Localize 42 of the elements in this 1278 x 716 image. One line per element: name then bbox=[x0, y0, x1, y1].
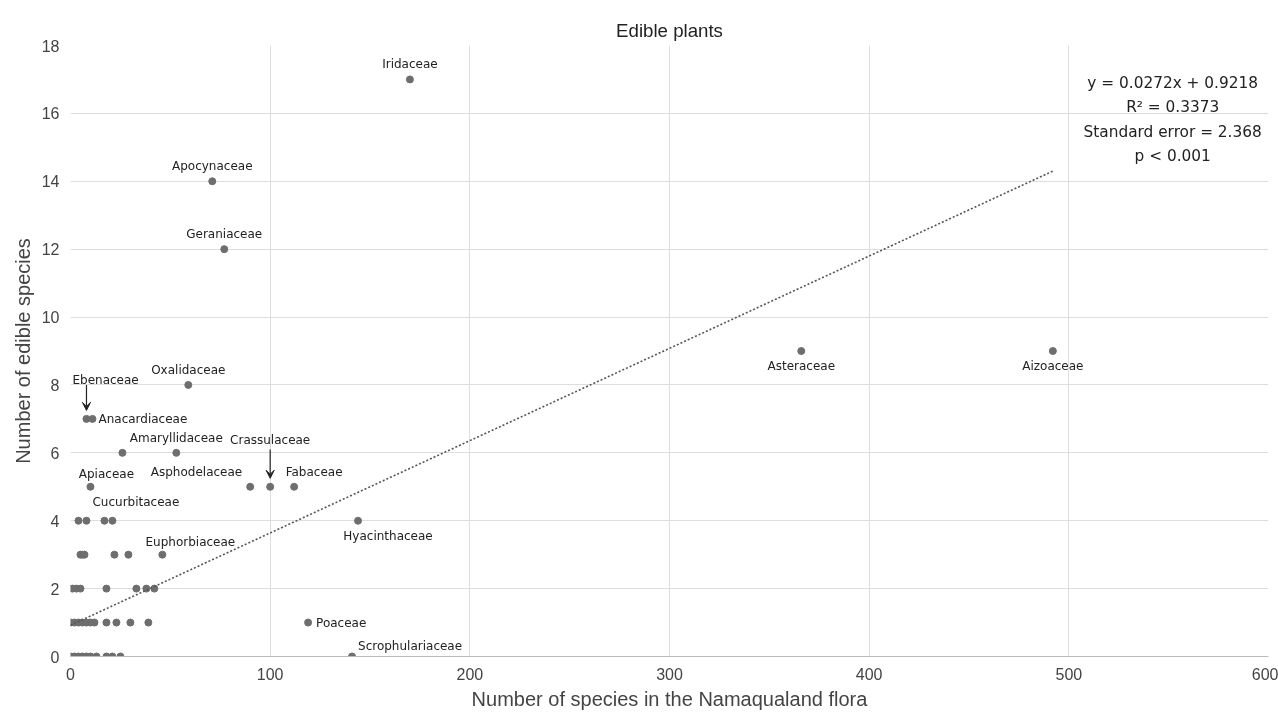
y-tick-label: 4 bbox=[50, 512, 60, 530]
y-tick-label: 6 bbox=[50, 444, 60, 462]
chart-title: Edible plants bbox=[616, 19, 723, 41]
x-tick-label: 200 bbox=[456, 665, 484, 683]
y-tick-label: 16 bbox=[41, 105, 60, 123]
y-tick-label: 12 bbox=[41, 241, 60, 259]
y-tick-label: 2 bbox=[50, 580, 60, 598]
annotation: Standard error = 2.368 bbox=[1083, 122, 1262, 141]
annotation: Anacardiaceae bbox=[98, 411, 188, 426]
x-tick-label: 400 bbox=[855, 665, 883, 683]
annotation: y = 0.0272x + 0.9218 bbox=[1087, 73, 1258, 92]
annotation: Asphodelaceae bbox=[150, 464, 243, 479]
x-tick-label: 300 bbox=[656, 665, 683, 683]
annotation: R² = 0.3373 bbox=[1126, 98, 1220, 117]
x-tick-label: 500 bbox=[1055, 665, 1083, 683]
annotation: Geraniaceae bbox=[186, 227, 263, 242]
y-tick-label: 10 bbox=[41, 309, 60, 327]
x-tick-label: 0 bbox=[66, 665, 76, 683]
annotation: Hyacinthaceae bbox=[343, 528, 433, 543]
annotation: Poaceae bbox=[316, 615, 367, 630]
annotation: Aizoaceae bbox=[1022, 359, 1084, 373]
annotation: Scrophulariaceae bbox=[358, 638, 463, 653]
annotation: Amaryllidaceae bbox=[129, 430, 223, 445]
y-tick-label: 8 bbox=[50, 376, 60, 394]
annotation: Apiaceae bbox=[78, 466, 135, 481]
annotation: Fabaceae bbox=[285, 464, 343, 479]
annotation: Euphorbiaceae bbox=[145, 534, 236, 549]
y-axis-title: Number of edible species bbox=[11, 238, 34, 464]
annotation: Apocynaceae bbox=[171, 159, 253, 174]
x-tick-label: 100 bbox=[256, 665, 284, 683]
annotation: p < 0.001 bbox=[1134, 147, 1211, 166]
annotation: Cucurbitaceae bbox=[92, 494, 180, 509]
annotation: Crassulaceae bbox=[230, 432, 311, 447]
x-axis-title: Number of species in the Namaqualand flora bbox=[471, 687, 869, 710]
y-tick-label: 0 bbox=[50, 648, 60, 666]
annotation: Ebenaceae bbox=[72, 372, 139, 387]
annotation: Iridaceae bbox=[382, 57, 438, 72]
annotation: Asteraceae bbox=[767, 359, 836, 373]
annotation: Oxalidaceae bbox=[151, 362, 226, 377]
x-tick-label: 600 bbox=[1251, 665, 1278, 683]
y-tick-label: 18 bbox=[41, 37, 60, 55]
y-tick-label: 14 bbox=[41, 173, 60, 191]
